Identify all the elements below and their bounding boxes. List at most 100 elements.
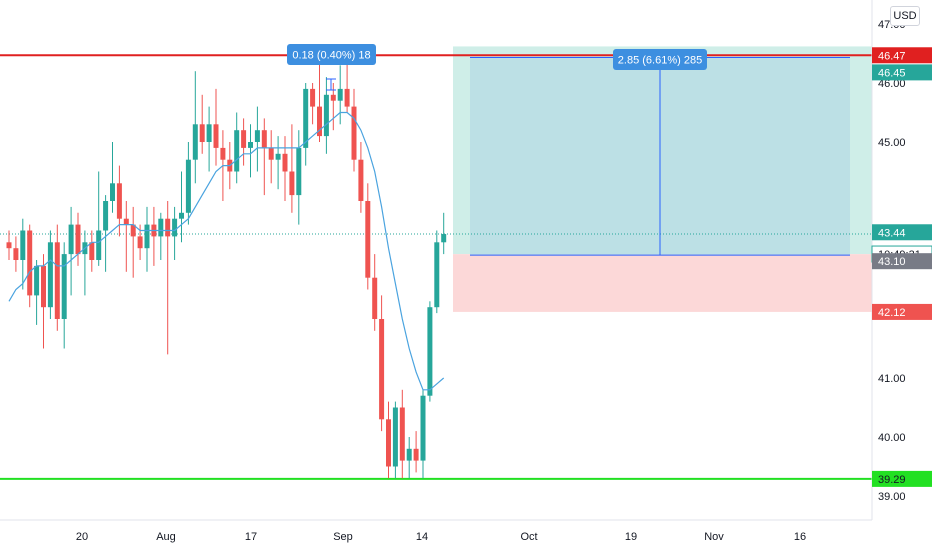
candle-body	[420, 395, 426, 461]
candle	[248, 124, 253, 178]
time-tick-label: Nov	[704, 531, 724, 543]
candle-body	[358, 159, 364, 201]
candle	[206, 106, 212, 172]
time-tick-label: 16	[794, 531, 806, 543]
candle	[61, 242, 67, 349]
support-tag-text: 39.29	[878, 474, 906, 486]
candle-body	[213, 124, 219, 148]
candle-body	[116, 183, 122, 219]
candle	[241, 118, 247, 166]
candle	[68, 206, 74, 296]
candle	[96, 171, 102, 266]
candle	[441, 212, 447, 255]
price-tick-label: 46.00	[878, 78, 906, 90]
candle	[268, 130, 274, 184]
candle	[27, 224, 33, 308]
candle-body	[199, 124, 205, 142]
candle	[358, 142, 364, 213]
candle	[82, 230, 88, 296]
time-tick-label: 17	[245, 531, 257, 543]
candle	[323, 77, 329, 154]
time-tick-label: 19	[625, 531, 637, 543]
time-tick-label: 20	[76, 531, 88, 543]
resistance-tag-bg	[872, 47, 932, 64]
candle-body	[399, 407, 405, 461]
measure-tool[interactable]: 2.85 (6.61%) 285 0.18 (0.40%) 18	[287, 44, 850, 256]
candle-body	[206, 124, 212, 142]
candle-body	[434, 242, 440, 308]
candle	[20, 218, 26, 290]
support-tag-bg	[872, 470, 932, 487]
price-tick-label: 45.00	[878, 137, 906, 149]
candle-body	[27, 230, 33, 296]
candle-body	[317, 106, 322, 137]
candle-body	[379, 319, 385, 420]
candle	[386, 401, 391, 479]
candle-body	[192, 124, 198, 160]
candle	[275, 136, 281, 190]
position-zones	[453, 46, 872, 312]
candle-body	[20, 230, 26, 260]
measure-badge-bg	[613, 49, 707, 70]
candle	[103, 195, 109, 272]
candle-body	[275, 153, 281, 160]
candle-body	[392, 407, 398, 467]
resistance-tag: 46.47	[872, 47, 932, 64]
measure-badge-bg	[287, 44, 376, 65]
candle	[406, 437, 412, 479]
candle	[379, 295, 385, 432]
candle	[89, 230, 95, 272]
candle	[179, 171, 184, 243]
candle-body	[413, 448, 419, 461]
candle-body	[61, 254, 67, 319]
stop-tag-text: 42.12	[878, 307, 906, 319]
candle-body	[372, 277, 378, 319]
candle	[365, 183, 371, 290]
candle	[303, 83, 309, 166]
target-tag: 46.45	[872, 64, 932, 81]
candle-body	[282, 153, 288, 172]
candle	[289, 124, 295, 213]
candle	[310, 83, 316, 125]
horizontal-levels	[0, 54, 872, 480]
candle-body	[13, 248, 19, 260]
candle	[317, 53, 322, 142]
candle-body	[89, 242, 95, 260]
candlesticks	[6, 53, 447, 479]
loss-zone	[453, 254, 872, 312]
candle	[185, 142, 191, 225]
candle-body	[165, 218, 171, 237]
candle-body	[310, 88, 316, 107]
candle-body	[172, 218, 178, 237]
candle-body	[54, 242, 60, 319]
candle	[199, 94, 205, 154]
candle	[282, 136, 288, 201]
currency-selector[interactable]: USD	[890, 6, 920, 26]
candle-body	[296, 147, 302, 196]
candle	[151, 206, 157, 266]
measure-label-right: 2.85 (6.61%) 285	[618, 55, 702, 67]
time-tick-label: Oct	[520, 531, 537, 543]
candle	[434, 230, 440, 314]
price-tick-label: 39.00	[878, 491, 906, 503]
candle-body	[103, 201, 109, 231]
target-tag-bg	[872, 64, 932, 81]
candle-body	[427, 307, 433, 396]
candle	[123, 201, 129, 272]
candle-body	[254, 130, 260, 142]
candle-body	[351, 106, 357, 160]
time-axis[interactable]: 20 Aug 17 Sep 14 Oct 19 Nov 16	[0, 519, 872, 543]
candle	[165, 201, 171, 355]
candle-body	[41, 265, 46, 308]
resistance-tag-text: 46.47	[878, 50, 906, 62]
entry-tag: 43.10	[872, 253, 932, 270]
candle	[172, 206, 178, 260]
candle	[399, 389, 405, 479]
candle	[47, 230, 53, 319]
candle	[192, 71, 198, 184]
time-tick-label: Sep	[333, 531, 353, 543]
measure-label-top: 0.18 (0.40%) 18	[292, 50, 370, 62]
